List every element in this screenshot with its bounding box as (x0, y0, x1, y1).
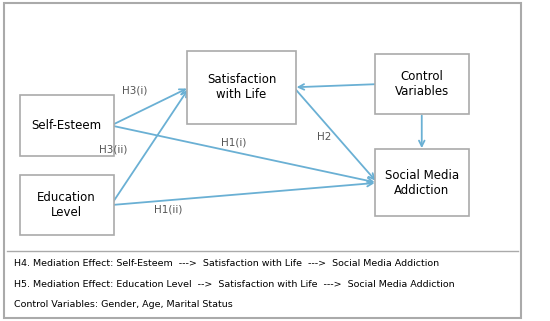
Text: H5. Mediation Effect: Education Level  -->  Satisfaction with Life  --->  Social: H5. Mediation Effect: Education Level --… (14, 280, 455, 289)
FancyBboxPatch shape (20, 175, 114, 235)
Text: Social Media
Addiction: Social Media Addiction (384, 169, 459, 197)
Text: Satisfaction
with Life: Satisfaction with Life (207, 73, 276, 101)
Text: Control
Variables: Control Variables (395, 70, 449, 98)
Text: H3(ii): H3(ii) (100, 144, 128, 154)
FancyBboxPatch shape (375, 54, 469, 114)
Text: Education
Level: Education Level (37, 191, 96, 219)
Text: H3(i): H3(i) (122, 85, 147, 95)
Text: H2: H2 (317, 132, 331, 142)
Text: H1(i): H1(i) (221, 138, 246, 148)
FancyBboxPatch shape (375, 149, 469, 216)
FancyBboxPatch shape (20, 95, 114, 156)
FancyBboxPatch shape (187, 51, 296, 124)
Text: H1(ii): H1(ii) (155, 205, 183, 215)
Text: Self-Esteem: Self-Esteem (31, 119, 102, 132)
Text: H4. Mediation Effect: Self-Esteem  --->  Satisfaction with Life  --->  Social Me: H4. Mediation Effect: Self-Esteem ---> S… (14, 259, 439, 268)
Text: Control Variables: Gender, Age, Marital Status: Control Variables: Gender, Age, Marital … (14, 300, 233, 309)
